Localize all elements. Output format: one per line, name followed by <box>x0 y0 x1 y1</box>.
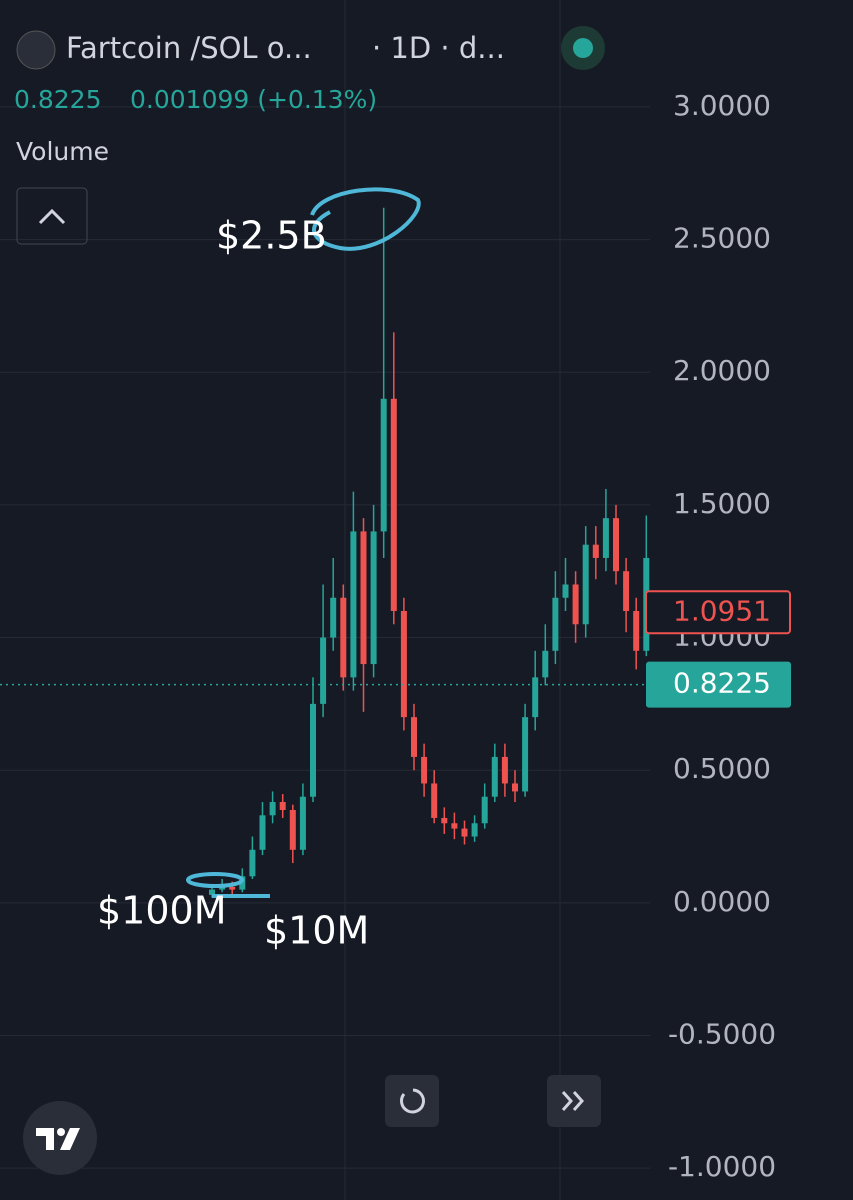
candle-body <box>613 518 619 572</box>
candle-body <box>269 802 276 816</box>
candle-body <box>441 817 448 824</box>
candle-body <box>350 531 357 678</box>
candle-body <box>360 531 367 665</box>
y-tick-label: 0.5000 <box>673 752 771 785</box>
candle-body <box>532 677 539 718</box>
candle-body <box>491 756 498 797</box>
annotation: $10M <box>264 909 369 953</box>
collapse-button[interactable] <box>16 187 88 245</box>
grid <box>0 106 650 1169</box>
scroll-icon <box>561 1091 574 1111</box>
indicator-tag <box>645 590 791 635</box>
collapse-icon <box>38 208 66 225</box>
interval[interactable]: · 1D · d... <box>372 31 505 65</box>
tv-logo-bg[interactable] <box>23 1101 97 1175</box>
candle-body <box>219 886 226 890</box>
annotation: $100M <box>97 889 227 933</box>
candle-body <box>572 584 579 625</box>
last-price-label: 0.8225 <box>673 667 771 700</box>
status-dot <box>573 38 593 58</box>
candle-body <box>471 823 478 837</box>
candle-body <box>229 886 236 890</box>
change: 0.001099 (+0.13%) <box>130 85 377 114</box>
candle-body <box>209 889 215 895</box>
candle-body <box>602 518 609 558</box>
circle-annotation <box>186 872 244 888</box>
candle-body <box>582 544 589 625</box>
candle-body <box>592 544 599 558</box>
candle-body <box>542 650 549 678</box>
y-tick-label: 0.0000 <box>673 885 771 918</box>
price: 0.8225 <box>14 85 101 114</box>
scroll-icon <box>572 1091 585 1111</box>
candle-body <box>279 802 286 810</box>
candle-body <box>451 823 458 829</box>
candle-body <box>390 398 397 612</box>
candle-body <box>421 756 428 784</box>
last-price-tag <box>646 661 791 708</box>
candle-body <box>289 809 296 850</box>
candle-body <box>481 796 488 824</box>
candle-body <box>380 398 387 532</box>
tv-logo <box>57 1128 65 1136</box>
candle-body <box>330 597 337 638</box>
candle-body <box>512 783 518 792</box>
candle-body <box>633 611 640 651</box>
volume-label[interactable]: Volume <box>16 137 109 166</box>
y-tick-label: 3.0000 <box>673 89 771 122</box>
scroll-button[interactable] <box>547 1075 601 1127</box>
candle-body <box>299 796 306 850</box>
candle-body <box>340 597 347 678</box>
tv-logo <box>36 1128 80 1150</box>
candle-body <box>411 717 417 757</box>
candle-body <box>562 584 569 598</box>
candle-body <box>310 703 316 797</box>
candle-body <box>623 571 630 612</box>
price-labels: 3.00002.50002.00001.50001.00000.50000.00… <box>645 89 791 1183</box>
candle-body <box>370 531 377 665</box>
reset-button[interactable] <box>385 1075 439 1127</box>
indicator-label: 1.0951 <box>673 594 771 627</box>
candle-body <box>501 756 508 784</box>
y-tick-label: 2.0000 <box>673 354 771 387</box>
candle-body <box>431 783 438 818</box>
coin-icon <box>16 30 56 70</box>
candle-body <box>320 637 327 704</box>
y-tick-label: -0.5000 <box>668 1018 776 1051</box>
candle-body <box>461 828 468 837</box>
candle-body <box>249 849 256 877</box>
candle-body <box>400 611 407 718</box>
candle-body <box>552 597 559 651</box>
candle-body <box>259 815 266 850</box>
y-tick-label: 2.5000 <box>673 222 771 255</box>
circle-annotation <box>310 187 421 251</box>
candle-body <box>522 717 529 792</box>
y-tick-label: 1.5000 <box>673 487 771 520</box>
annotation: $2.5B <box>216 214 327 258</box>
reset-icon <box>400 1088 425 1114</box>
symbol[interactable]: Fartcoin /SOL o... <box>66 31 312 65</box>
y-tick-label: -1.0000 <box>668 1150 776 1183</box>
